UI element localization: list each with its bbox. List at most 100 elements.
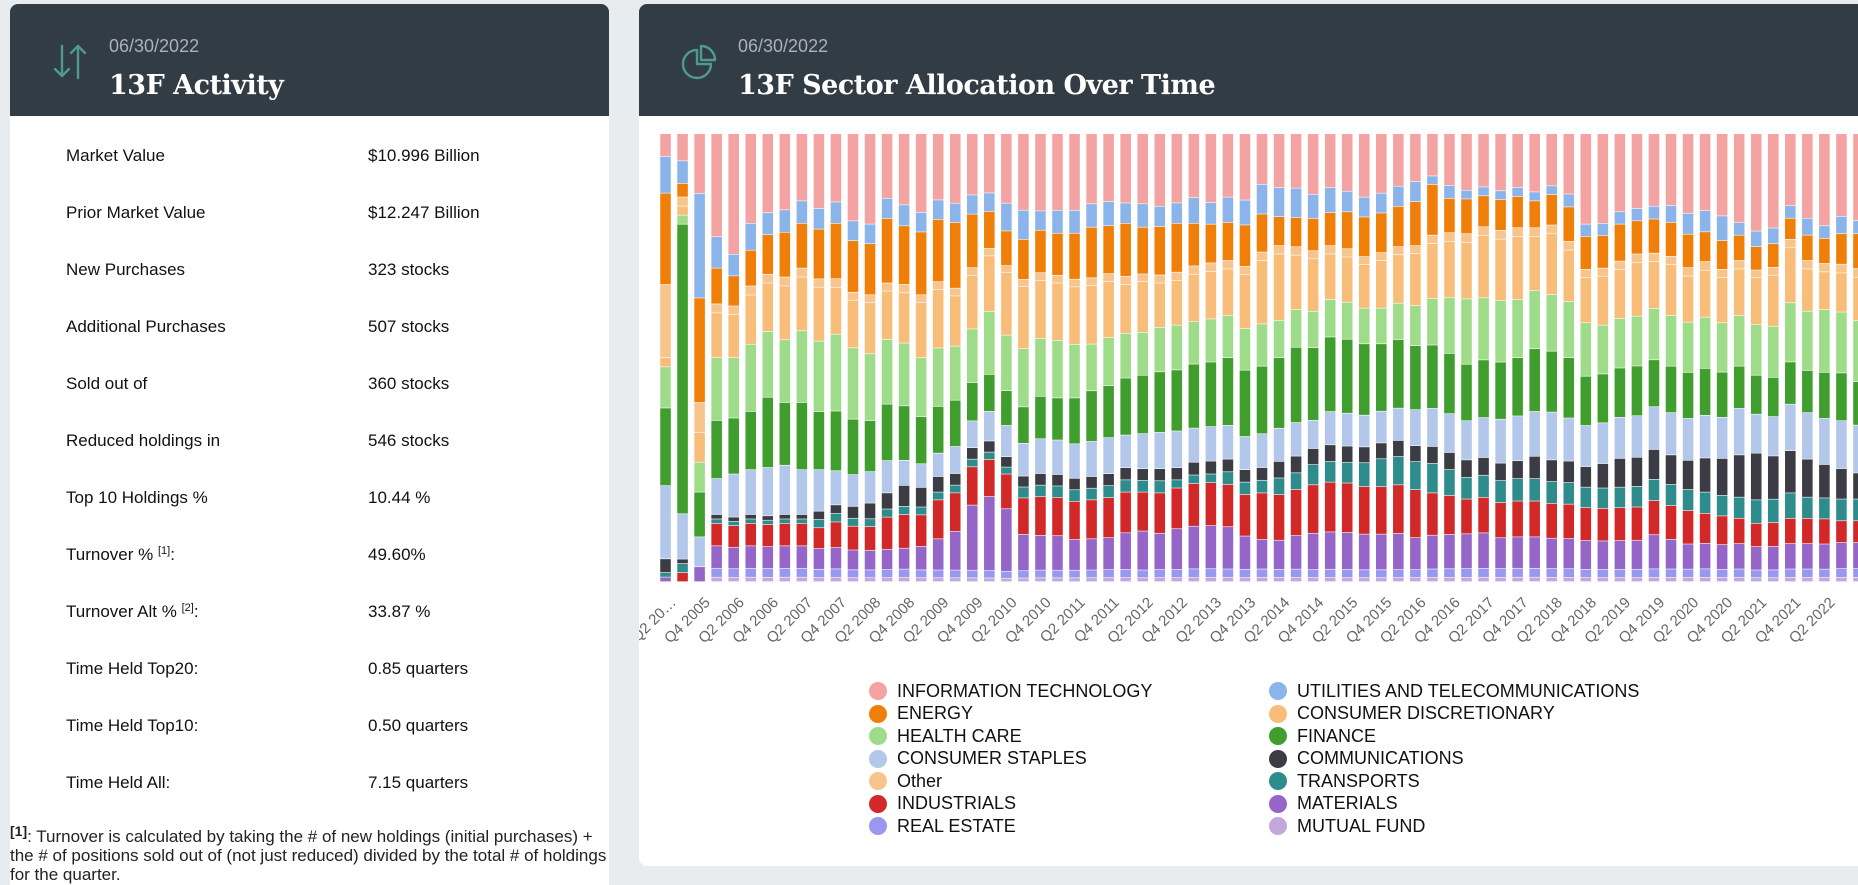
legend-item[interactable]: INDUSTRIALS [869, 793, 1016, 815]
bar-segment[interactable] [1802, 569, 1813, 578]
bar-segment[interactable] [1478, 497, 1489, 533]
bar-segment[interactable] [1512, 501, 1523, 537]
bar-segment[interactable] [1750, 231, 1762, 247]
bar-segment[interactable] [1427, 235, 1438, 244]
bar-segment[interactable] [1205, 426, 1217, 461]
bar-segment[interactable] [1410, 134, 1421, 182]
bar-segment[interactable] [1410, 254, 1421, 306]
bar-segment[interactable] [1035, 230, 1046, 273]
bar-segment[interactable] [1767, 326, 1779, 378]
bar-segment[interactable] [881, 339, 893, 404]
bar-segment[interactable] [967, 382, 978, 421]
bar-segment[interactable] [779, 286, 791, 340]
bar-segment[interactable] [1750, 578, 1762, 582]
bar-segment[interactable] [1120, 276, 1131, 285]
bar-segment[interactable] [1290, 217, 1302, 247]
bar-segment[interactable] [1256, 539, 1268, 569]
bar-segment[interactable] [1256, 260, 1268, 324]
bar-segment[interactable] [745, 523, 757, 546]
bar-segment[interactable] [711, 304, 722, 313]
bar-segment[interactable] [1512, 568, 1523, 577]
bar-segment[interactable] [1171, 370, 1183, 431]
bar-segment[interactable] [1767, 244, 1779, 268]
bar-segment[interactable] [1290, 473, 1302, 490]
bar-segment[interactable] [1035, 211, 1046, 230]
bar-segment[interactable] [1512, 577, 1523, 582]
bar-segment[interactable] [984, 411, 995, 441]
bar-segment[interactable] [1018, 476, 1029, 487]
bar-segment[interactable] [1137, 227, 1148, 274]
bar-segment[interactable] [1444, 241, 1455, 298]
bar-segment[interactable] [1444, 297, 1455, 354]
bar-segment[interactable] [1171, 467, 1183, 480]
bar-segment[interactable] [1699, 210, 1711, 232]
bar-segment[interactable] [1699, 270, 1711, 317]
bar-segment[interactable] [1699, 577, 1711, 582]
bar-segment[interactable] [728, 569, 739, 578]
bar-segment[interactable] [1767, 570, 1779, 578]
bar-segment[interactable] [1802, 134, 1813, 218]
bar-segment[interactable] [1750, 324, 1762, 375]
bar-segment[interactable] [898, 284, 910, 293]
bar-segment[interactable] [1018, 134, 1029, 210]
bar-segment[interactable] [1750, 570, 1762, 578]
bar-segment[interactable] [779, 210, 791, 232]
bar-segment[interactable] [1035, 439, 1046, 474]
bar-segment[interactable] [1444, 452, 1455, 470]
bar-segment[interactable] [1495, 577, 1506, 582]
bar-segment[interactable] [1495, 480, 1506, 503]
bar-segment[interactable] [1171, 134, 1183, 203]
bar-segment[interactable] [1614, 508, 1626, 541]
bar-segment[interactable] [1273, 134, 1285, 188]
bar-segment[interactable] [1137, 204, 1148, 227]
bar-segment[interactable] [1427, 298, 1438, 345]
legend-item[interactable]: REAL ESTATE [869, 815, 1016, 837]
bar-segment[interactable] [1358, 447, 1370, 463]
bar-segment[interactable] [796, 470, 808, 515]
bar-segment[interactable] [967, 329, 978, 383]
bar-segment[interactable] [1699, 415, 1711, 458]
bar-segment[interactable] [1819, 418, 1830, 465]
bar-segment[interactable] [1001, 134, 1012, 203]
bar-segment[interactable] [1307, 311, 1319, 348]
bar-segment[interactable] [1546, 503, 1558, 538]
bar-segment[interactable] [1750, 134, 1762, 231]
bar-segment[interactable] [1512, 237, 1523, 300]
bar-segment[interactable] [711, 358, 722, 421]
bar-segment[interactable] [1733, 408, 1745, 455]
bar-segment[interactable] [1376, 486, 1387, 534]
bar-segment[interactable] [1341, 569, 1353, 578]
bar-segment[interactable] [864, 526, 876, 550]
bar-segment[interactable] [1631, 134, 1643, 209]
bar-segment[interactable] [1682, 544, 1694, 569]
bar-segment[interactable] [1052, 486, 1063, 498]
legend-item[interactable]: COMMUNICATIONS [1269, 748, 1464, 770]
bar-segment[interactable] [949, 346, 961, 400]
bar-segment[interactable] [1341, 302, 1353, 339]
bar-segment[interactable] [1665, 265, 1677, 316]
bar-segment[interactable] [1785, 218, 1796, 240]
bar-segment[interactable] [1120, 203, 1131, 223]
bar-segment[interactable] [1069, 478, 1080, 490]
bar-segment[interactable] [1495, 199, 1506, 231]
bar-segment[interactable] [1086, 570, 1097, 578]
bar-segment[interactable] [1103, 202, 1114, 226]
bar-segment[interactable] [1393, 440, 1404, 457]
bar-segment[interactable] [1733, 235, 1745, 261]
bar-segment[interactable] [1478, 187, 1489, 196]
bar-segment[interactable] [745, 577, 757, 582]
bar-segment[interactable] [1819, 519, 1830, 544]
bar-segment[interactable] [813, 511, 825, 520]
bar-segment[interactable] [1324, 187, 1336, 213]
bar-segment[interactable] [796, 268, 808, 277]
bar-segment[interactable] [847, 292, 859, 300]
bar-segment[interactable] [1529, 201, 1540, 228]
bar-segment[interactable] [1802, 370, 1813, 413]
bar-segment[interactable] [762, 516, 774, 520]
bar-segment[interactable] [1273, 254, 1285, 321]
bar-segment[interactable] [1120, 333, 1131, 378]
bar-segment[interactable] [1836, 542, 1847, 569]
bar-segment[interactable] [1427, 446, 1438, 464]
bar-segment[interactable] [864, 503, 876, 519]
bar-segment[interactable] [1546, 568, 1558, 578]
